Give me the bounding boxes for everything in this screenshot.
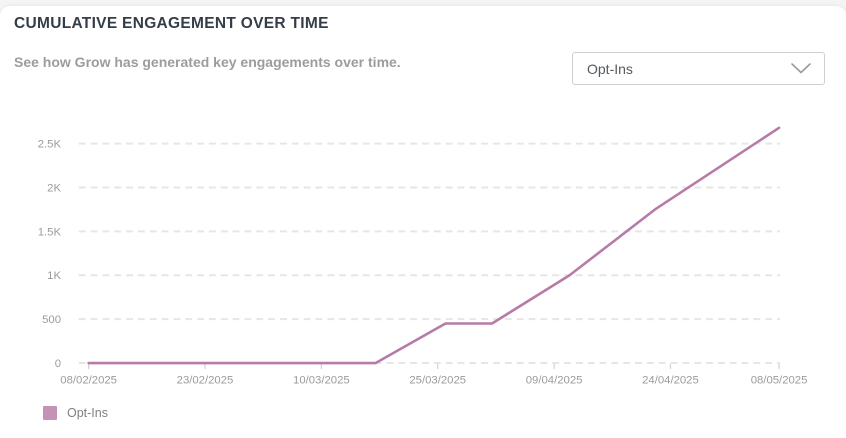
x-axis-tick-label: 08/02/2025 [60,375,117,387]
y-axis-tick-label: 1K [47,270,61,282]
y-axis-tick-label: 500 [42,314,61,326]
x-axis-tick-label: 10/03/2025 [293,375,350,387]
x-axis-tick-label: 09/04/2025 [526,375,583,387]
series-line-opt-ins [87,126,781,365]
chevron-down-icon [791,63,811,74]
y-axis-tick-label: 2K [47,182,61,194]
engagement-card: CUMULATIVE ENGAGEMENT OVER TIME See how … [0,6,846,438]
legend-swatch-opt-ins [43,405,57,420]
x-axis-tick-label: 08/05/2025 [751,375,808,387]
x-axis-tick-label: 25/03/2025 [409,375,466,387]
legend-label-opt-ins: Opt-Ins [67,405,108,420]
page-title: CUMULATIVE ENGAGEMENT OVER TIME [14,15,329,32]
x-axis-tick-label: 24/04/2025 [642,375,699,387]
metric-dropdown-value: Opt-Ins [587,60,633,77]
x-axis-tick-label: 23/02/2025 [177,375,234,387]
chart-legend: Opt-Ins [43,405,108,420]
page-subtitle: See how Grow has generated key engagemen… [14,54,401,70]
y-axis-tick-label: 0 [55,358,61,370]
cumulative-engagement-chart: 0 500 1K 1.5K 2K 2.5K 08/02/2025 23/02/2025 10/0… [38,126,808,387]
y-axis-tick-label: 2.5K [38,139,62,151]
y-axis-tick-label: 1.5K [38,226,62,238]
metric-dropdown[interactable]: Opt-Ins [572,52,825,85]
